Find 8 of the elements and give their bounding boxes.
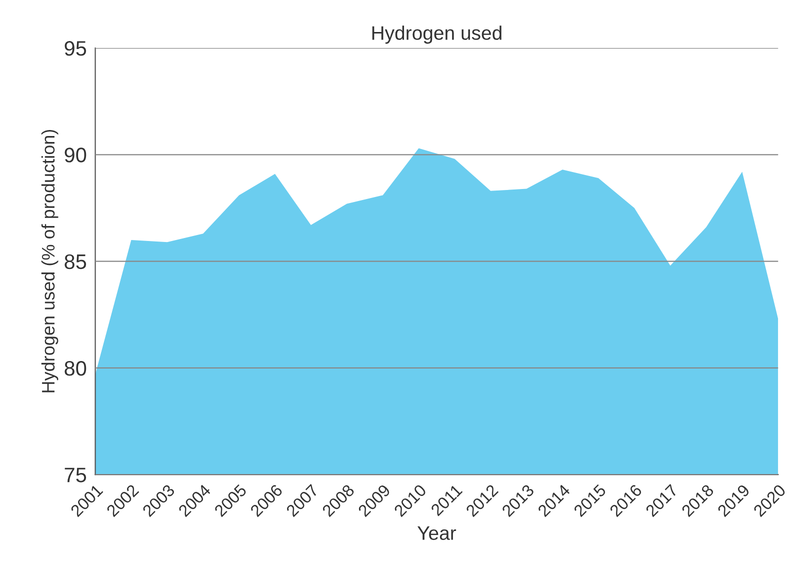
y-tick-label: 85 — [64, 254, 86, 270]
x-axis-title: Year — [417, 526, 456, 540]
y-tick-label: 95 — [64, 41, 86, 56]
y-tick-label: 80 — [64, 360, 86, 376]
y-tick-label: 90 — [64, 148, 86, 162]
y-axis-title: Hydrogen used (% of production) — [41, 130, 58, 392]
y-tick-label: 75 — [64, 468, 86, 482]
chart-title: Hydrogen used — [372, 26, 502, 44]
